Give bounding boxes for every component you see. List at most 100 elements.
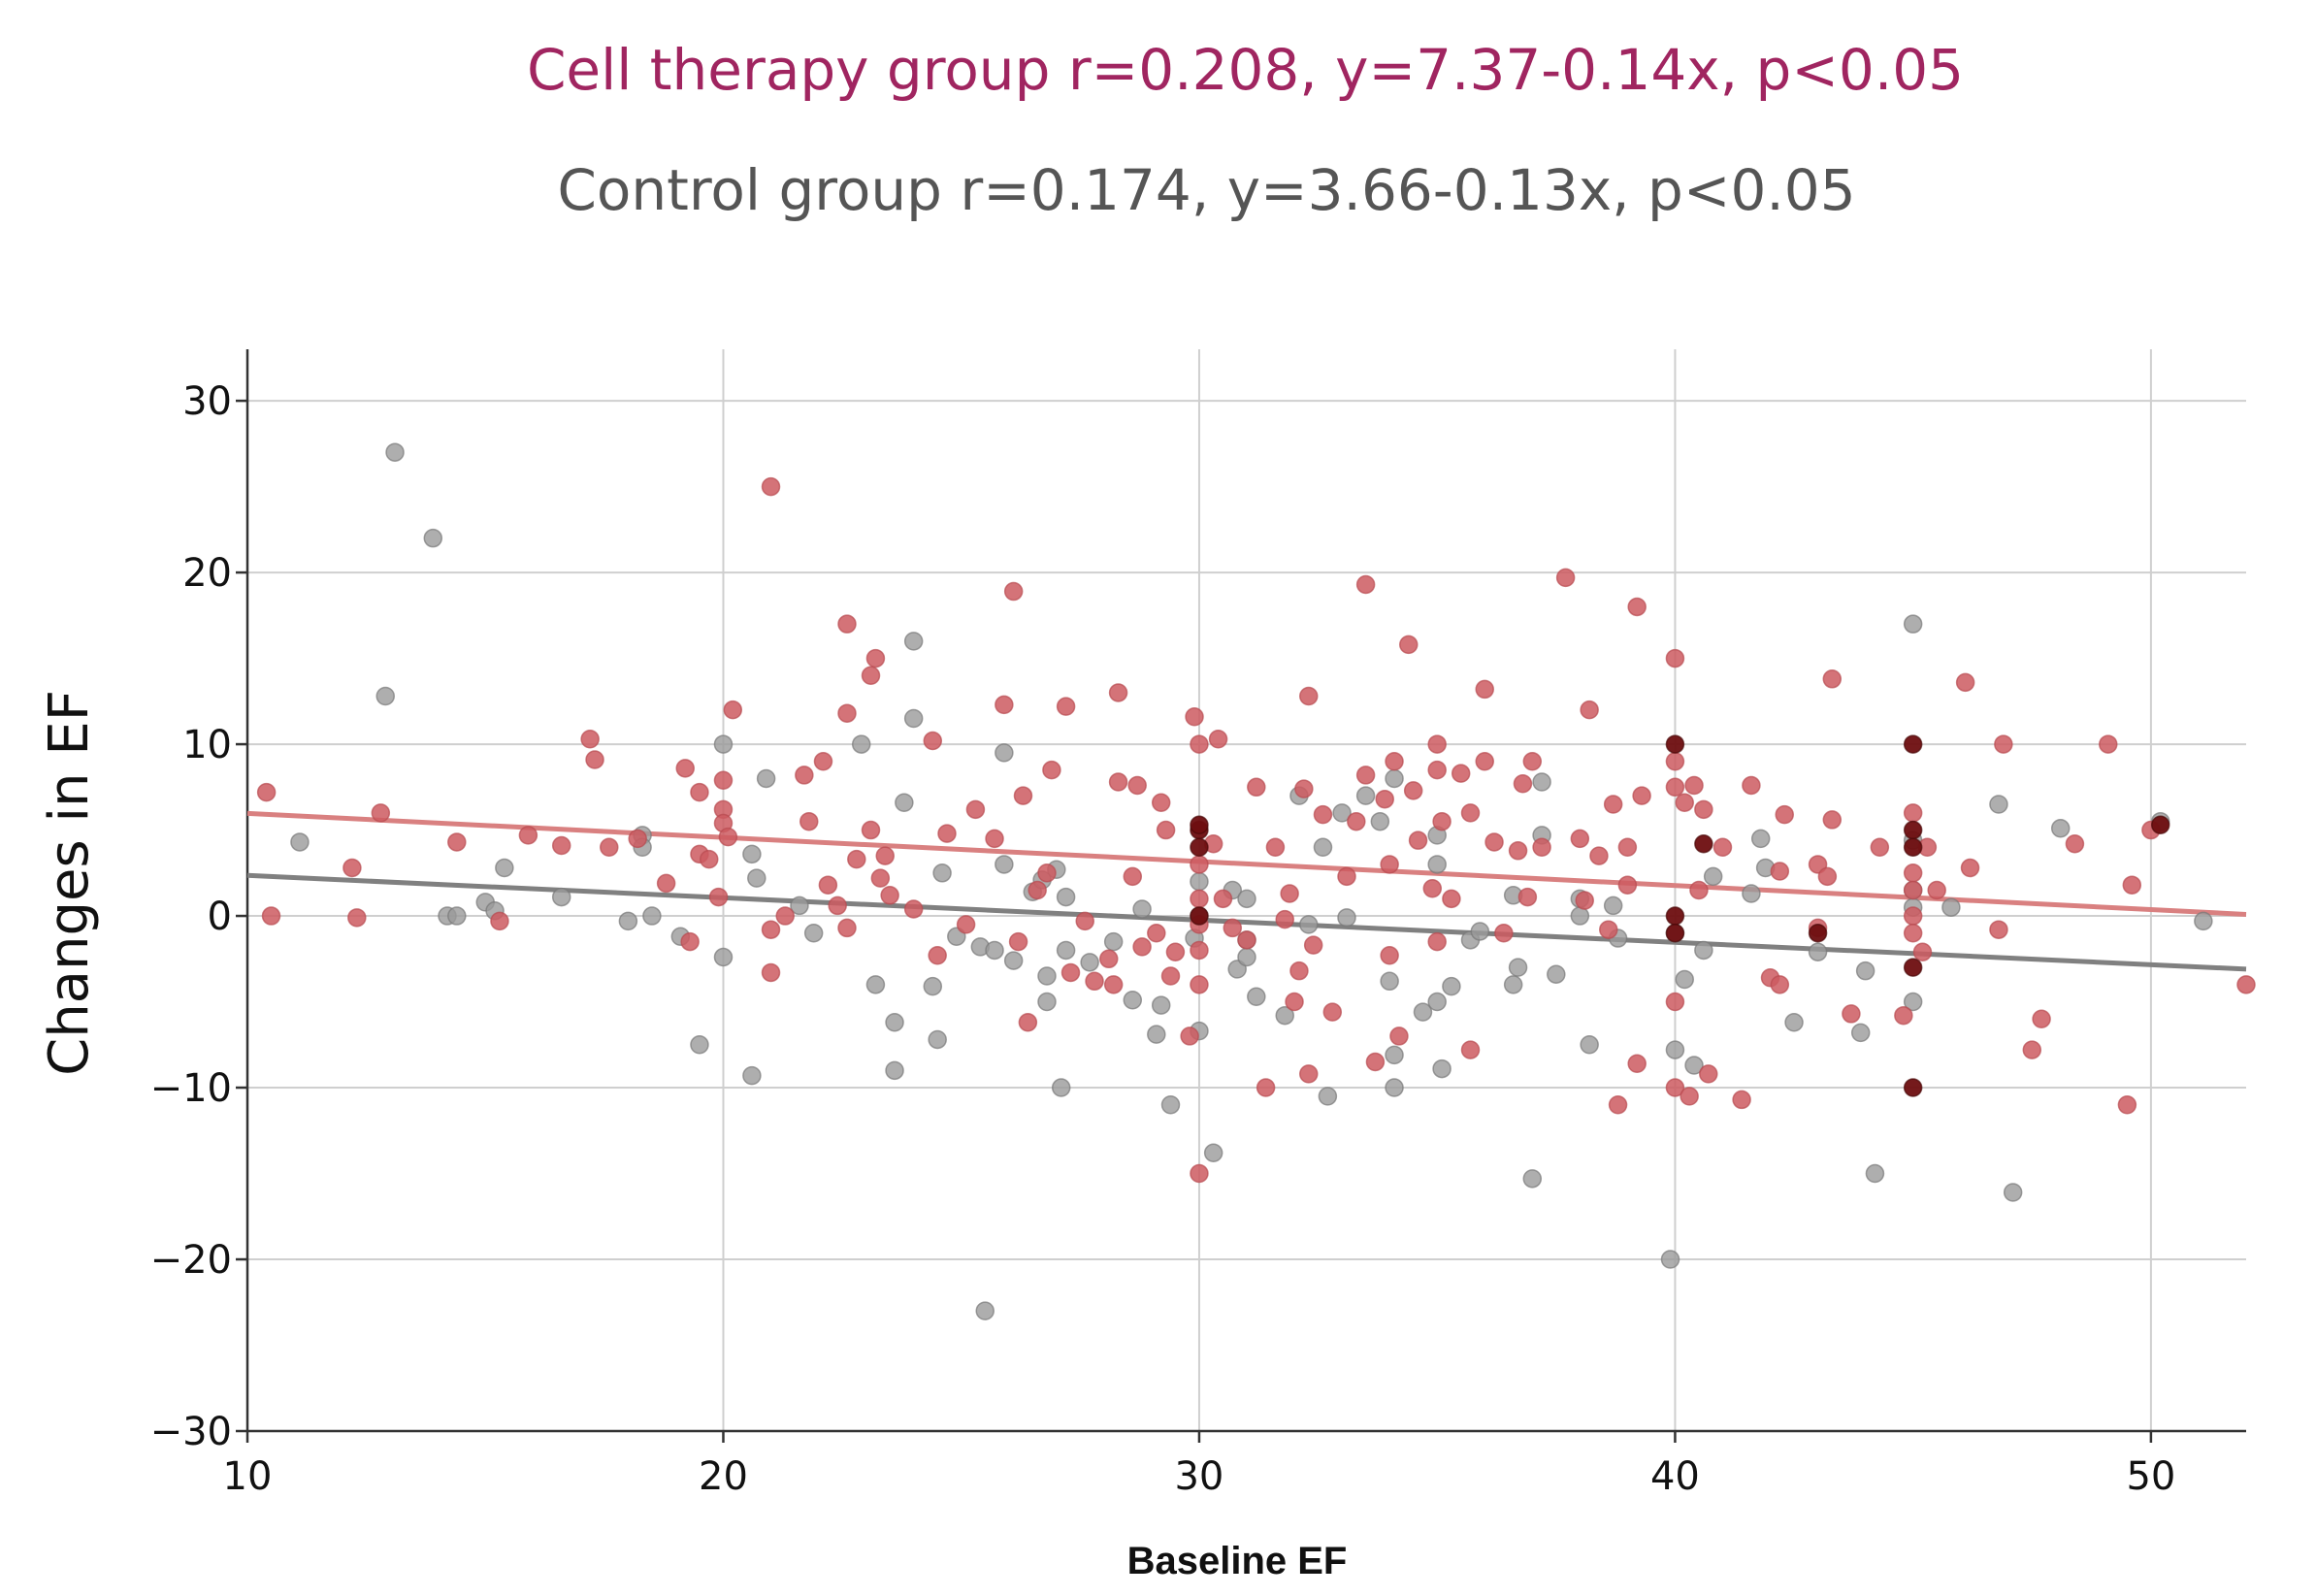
control-point bbox=[1299, 915, 1319, 934]
cell-therapy-point bbox=[2032, 1009, 2051, 1028]
control-point bbox=[1427, 855, 1447, 874]
cell-therapy-point bbox=[551, 835, 571, 856]
overlap-point bbox=[1665, 923, 1685, 943]
x-tick-label: 40 bbox=[1650, 1454, 1700, 1499]
control-point bbox=[713, 947, 734, 967]
cell-therapy-point bbox=[580, 730, 600, 749]
cell-therapy-point bbox=[1517, 887, 1538, 907]
control-point bbox=[1237, 947, 1256, 967]
cell-therapy-point bbox=[1075, 911, 1094, 931]
cell-therapy-point bbox=[1347, 811, 1366, 831]
control-point bbox=[923, 976, 943, 996]
control-point bbox=[1703, 866, 1723, 887]
cell-therapy-point bbox=[1994, 734, 2013, 754]
cell-therapy-point bbox=[1013, 786, 1033, 805]
control-point bbox=[495, 858, 514, 878]
cell-therapy-point bbox=[1427, 760, 1447, 780]
cell-therapy-point bbox=[1522, 752, 1543, 771]
control-point bbox=[885, 1013, 904, 1032]
control-point bbox=[1865, 1163, 1885, 1184]
overlap-point bbox=[1190, 815, 1209, 834]
cell-therapy-point bbox=[1299, 1064, 1319, 1084]
cell-therapy-point bbox=[600, 837, 619, 858]
cell-therapy-point bbox=[1513, 774, 1533, 794]
cell-therapy-point bbox=[1365, 1052, 1386, 1072]
control-point bbox=[1989, 795, 2008, 814]
control-point bbox=[642, 906, 662, 926]
control-point bbox=[1442, 976, 1461, 996]
cell-therapy-point bbox=[1132, 937, 1152, 957]
control-point bbox=[1580, 1035, 1599, 1055]
cell-therapy-point bbox=[2117, 1094, 2137, 1115]
cell-therapy-point bbox=[2065, 833, 2085, 854]
cell-therapy-point bbox=[1280, 884, 1299, 903]
control-point bbox=[290, 832, 310, 852]
control-point bbox=[1370, 811, 1390, 831]
cell-therapy-point bbox=[1123, 866, 1143, 887]
control-point bbox=[1750, 829, 1771, 849]
y-tick-label: 10 bbox=[182, 723, 232, 767]
control-point bbox=[1850, 1023, 1871, 1043]
control-point bbox=[2194, 911, 2213, 931]
control-point bbox=[1123, 991, 1143, 1010]
control-point bbox=[690, 1035, 709, 1055]
control-point bbox=[1037, 992, 1057, 1012]
cell-therapy-point bbox=[1375, 789, 1394, 809]
cell-therapy-point bbox=[1299, 686, 1319, 706]
cell-therapy-point bbox=[1570, 829, 1590, 849]
cell-therapy-point bbox=[847, 849, 866, 869]
cell-therapy-point bbox=[1275, 909, 1294, 929]
control-point bbox=[747, 868, 767, 888]
y-tick-label: −20 bbox=[150, 1238, 232, 1283]
control-point bbox=[1903, 992, 1923, 1012]
control-point bbox=[375, 686, 395, 706]
cell-therapy-point bbox=[1147, 923, 1166, 943]
cell-therapy-point bbox=[1190, 975, 1209, 994]
control-point bbox=[803, 923, 824, 943]
control-point bbox=[790, 896, 809, 916]
x-axis-label: Baseline EF bbox=[1127, 1540, 1348, 1582]
cell-therapy-point bbox=[2236, 975, 2256, 994]
y-tick-label: 0 bbox=[208, 895, 232, 939]
control-point bbox=[1318, 1087, 1338, 1106]
cell-therapy-point bbox=[1599, 920, 1618, 939]
cell-therapy-point bbox=[1627, 597, 1647, 617]
y-tick-label: 20 bbox=[182, 551, 232, 596]
control-point bbox=[903, 632, 924, 651]
cell-therapy-point bbox=[1608, 1094, 1628, 1115]
cell-therapy-point bbox=[713, 770, 734, 790]
control-point bbox=[423, 528, 443, 548]
cell-therapy-point bbox=[256, 782, 277, 802]
control-point bbox=[985, 940, 1004, 961]
y-tick-label: −30 bbox=[150, 1410, 232, 1454]
cell-therapy-point bbox=[813, 752, 833, 771]
x-tick-label: 20 bbox=[699, 1454, 748, 1499]
cell-therapy-point bbox=[343, 858, 362, 878]
control-point bbox=[1103, 931, 1124, 952]
control-point bbox=[1385, 768, 1404, 789]
cell-therapy-point bbox=[1289, 961, 1309, 981]
control-point bbox=[1413, 1002, 1433, 1022]
cell-therapy-point bbox=[1475, 752, 1494, 771]
overlap-point bbox=[1665, 734, 1685, 754]
control-point bbox=[995, 743, 1014, 763]
cell-therapy-point bbox=[347, 908, 367, 928]
control-point bbox=[385, 442, 405, 462]
cell-therapy-point bbox=[708, 887, 729, 907]
control-point bbox=[1355, 786, 1376, 805]
cell-therapy-point bbox=[1955, 672, 1975, 693]
cell-therapy-point bbox=[837, 703, 857, 723]
cell-therapy-point bbox=[870, 868, 891, 888]
overlap-point bbox=[1903, 1078, 1923, 1097]
control-point bbox=[903, 708, 924, 729]
control-point bbox=[742, 1065, 762, 1086]
cell-therapy-point bbox=[1127, 775, 1147, 796]
data-points bbox=[256, 442, 2256, 1320]
overlap-point bbox=[1903, 958, 1923, 977]
cell-therapy-point bbox=[700, 849, 719, 869]
cell-therapy-point bbox=[775, 906, 795, 926]
y-tick-label: 30 bbox=[182, 379, 232, 424]
cell-therapy-point bbox=[875, 846, 895, 865]
control-point bbox=[1855, 961, 1876, 981]
chart-title-cell-therapy: Cell therapy group r=0.208, y=7.37-0.14x… bbox=[526, 37, 1965, 103]
